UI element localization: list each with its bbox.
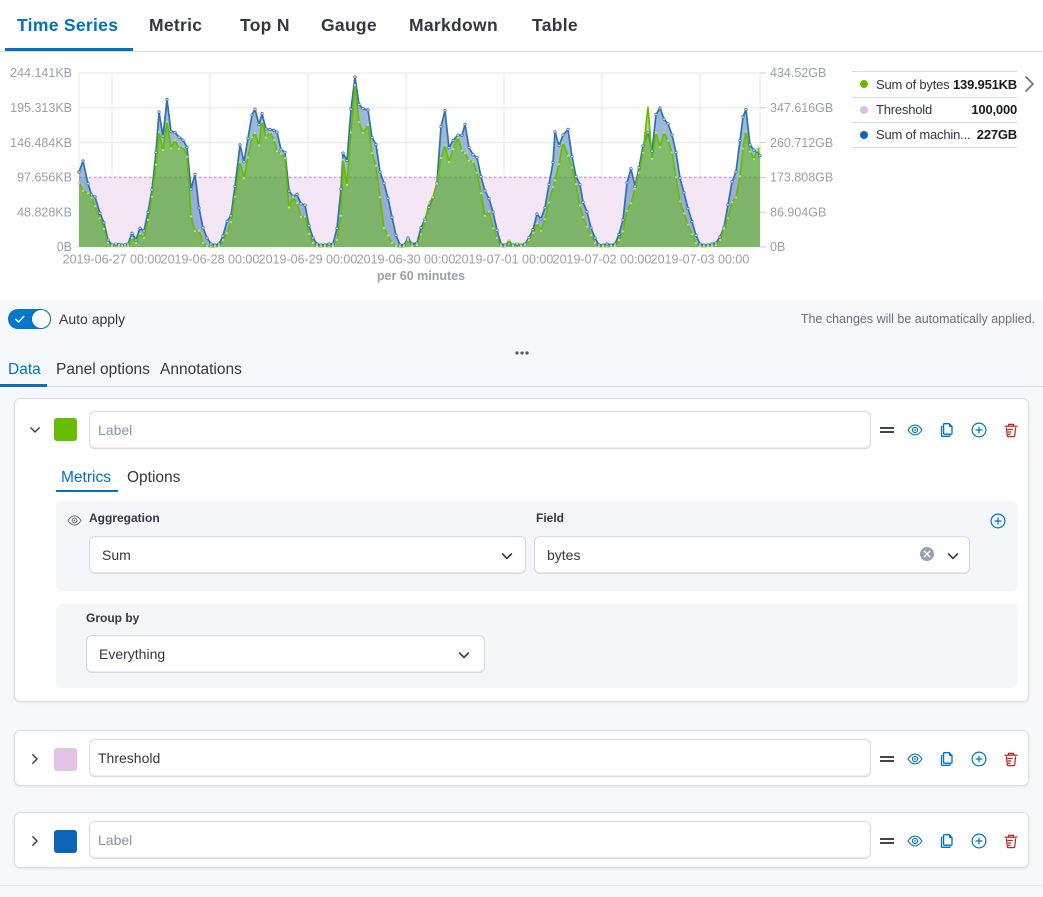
svg-text:2019-06-29 00:00: 2019-06-29 00:00 bbox=[259, 253, 358, 267]
svg-text:per 60 minutes: per 60 minutes bbox=[377, 269, 465, 283]
svg-text:97.656KB: 97.656KB bbox=[17, 171, 72, 185]
svg-text:146.484KB: 146.484KB bbox=[10, 136, 72, 150]
svg-text:173.808GB: 173.808GB bbox=[770, 171, 833, 185]
svg-text:2019-07-02 00:00: 2019-07-02 00:00 bbox=[553, 253, 652, 267]
svg-text:0B: 0B bbox=[57, 240, 72, 254]
svg-text:2019-07-01 00:00: 2019-07-01 00:00 bbox=[455, 253, 554, 267]
svg-text:260.712GB: 260.712GB bbox=[770, 136, 833, 150]
svg-text:0B: 0B bbox=[770, 240, 785, 254]
svg-text:86.904GB: 86.904GB bbox=[770, 205, 826, 219]
svg-text:195.313KB: 195.313KB bbox=[10, 101, 72, 115]
svg-text:244.141KB: 244.141KB bbox=[10, 66, 72, 80]
svg-text:2019-06-27 00:00: 2019-06-27 00:00 bbox=[63, 253, 162, 267]
svg-text:48.828KB: 48.828KB bbox=[17, 205, 72, 219]
svg-text:2019-06-30 00:00: 2019-06-30 00:00 bbox=[357, 253, 456, 267]
svg-text:2019-07-03 00:00: 2019-07-03 00:00 bbox=[651, 253, 750, 267]
svg-text:2019-06-28 00:00: 2019-06-28 00:00 bbox=[161, 253, 260, 267]
svg-text:434.52GB: 434.52GB bbox=[770, 66, 826, 80]
svg-text:347.616GB: 347.616GB bbox=[770, 101, 833, 115]
